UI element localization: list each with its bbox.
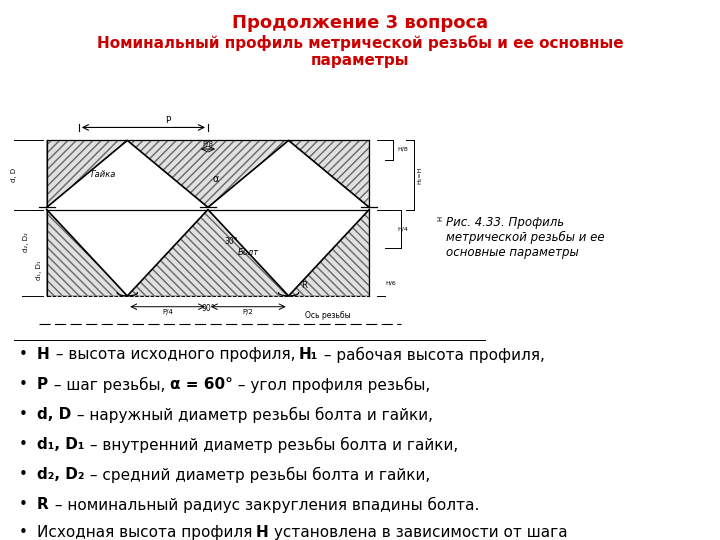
- Text: d₁, D₁: d₁, D₁: [37, 437, 84, 452]
- Text: Номинальный профиль метрической резьбы и ее основные
параметры: Номинальный профиль метрической резьбы и…: [96, 35, 624, 69]
- Text: установлена в зависимости от шага: установлена в зависимости от шага: [269, 525, 567, 540]
- Text: α: α: [213, 174, 219, 184]
- Text: •: •: [19, 437, 28, 452]
- Text: P: P: [165, 116, 171, 125]
- Text: Исходная высота профиля: Исходная высота профиля: [37, 525, 257, 540]
- Text: α = 60°: α = 60°: [170, 377, 233, 392]
- Text: d₂, D₂: d₂, D₂: [37, 467, 84, 482]
- Text: •: •: [19, 467, 28, 482]
- Text: H₁=H: H₁=H: [418, 166, 423, 184]
- Text: – внутренний диаметр резьбы болта и гайки,: – внутренний диаметр резьбы болта и гайк…: [85, 437, 458, 453]
- Polygon shape: [47, 140, 369, 207]
- Text: P/2: P/2: [243, 309, 253, 315]
- Text: P/8: P/8: [202, 141, 213, 147]
- Text: d, D: d, D: [12, 168, 17, 182]
- Text: Рис. 4.33. Профиль
метрической резьбы и ее
основные параметры: Рис. 4.33. Профиль метрической резьбы и …: [446, 216, 605, 259]
- Text: – наружный диаметр резьбы болта и гайки,: – наружный диаметр резьбы болта и гайки,: [72, 407, 433, 423]
- Text: •: •: [19, 497, 28, 512]
- Text: 90°: 90°: [201, 304, 215, 313]
- Text: d₂, D₂: d₂, D₂: [24, 232, 30, 252]
- Text: H: H: [37, 347, 50, 362]
- Text: P: P: [37, 377, 48, 392]
- Text: – средний диаметр резьбы болта и гайки,: – средний диаметр резьбы болта и гайки,: [85, 467, 430, 483]
- Text: P/4: P/4: [162, 309, 173, 315]
- Text: – угол профиля резьбы,: – угол профиля резьбы,: [233, 377, 431, 393]
- Text: H/8: H/8: [397, 146, 408, 152]
- Text: d, D: d, D: [37, 407, 71, 422]
- Text: Продолжение 3 вопроса: Продолжение 3 вопроса: [232, 14, 488, 31]
- Text: d₁, D₁: d₁, D₁: [35, 260, 42, 280]
- Text: 30°: 30°: [224, 238, 238, 246]
- Text: H: H: [438, 215, 444, 221]
- Text: •: •: [19, 377, 28, 392]
- Text: •: •: [19, 525, 28, 540]
- Text: H/6: H/6: [385, 280, 396, 286]
- Text: Гайка: Гайка: [91, 171, 116, 179]
- Text: – шаг резьбы,: – шаг резьбы,: [49, 377, 170, 393]
- Text: R: R: [301, 281, 307, 289]
- Text: Ось резьбы: Ось резьбы: [305, 310, 351, 320]
- Text: H: H: [256, 525, 268, 540]
- Text: •: •: [19, 347, 28, 362]
- Text: H₁: H₁: [298, 347, 318, 362]
- Text: Болт: Болт: [238, 248, 258, 257]
- Text: H/4: H/4: [397, 226, 408, 232]
- Text: R: R: [37, 497, 49, 512]
- Text: – рабочая высота профиля,: – рабочая высота профиля,: [318, 347, 544, 363]
- Text: – высота исходного профиля,: – высота исходного профиля,: [50, 347, 300, 362]
- Polygon shape: [47, 210, 369, 296]
- Text: •: •: [19, 407, 28, 422]
- Text: – номинальный радиус закругления впадины болта.: – номинальный радиус закругления впадины…: [50, 497, 479, 513]
